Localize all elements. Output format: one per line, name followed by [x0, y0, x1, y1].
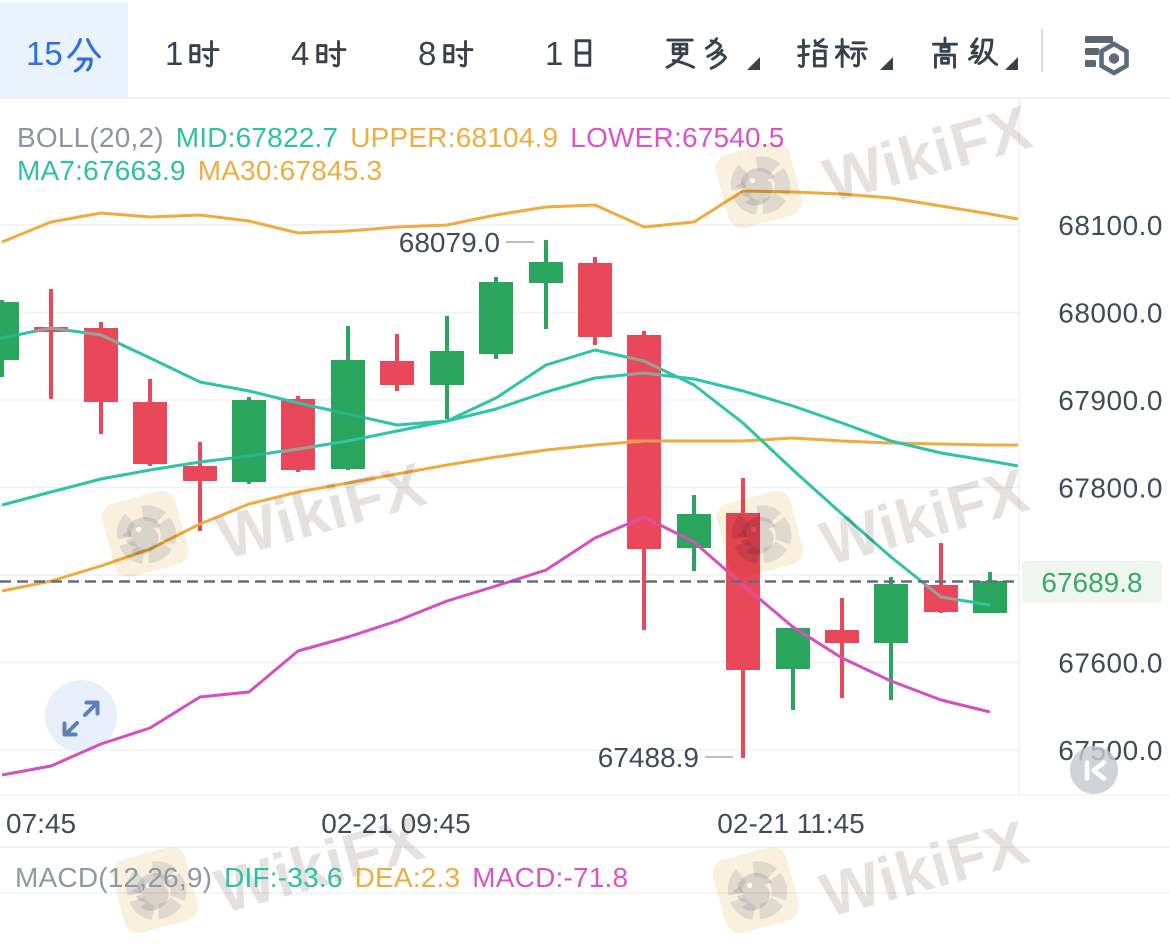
svg-text:67600.0: 67600.0 — [1058, 648, 1163, 679]
svg-text:68079.0: 68079.0 — [399, 227, 500, 258]
svg-text:02-21 09:45: 02-21 09:45 — [321, 808, 470, 839]
svg-text:68000.0: 68000.0 — [1058, 298, 1163, 329]
svg-text:8: 8 — [418, 35, 436, 72]
svg-text:67900.0: 67900.0 — [1058, 385, 1163, 416]
svg-text:07:45: 07:45 — [6, 808, 76, 839]
svg-text:1: 1 — [545, 35, 563, 72]
svg-text:68100.0: 68100.0 — [1058, 210, 1163, 241]
svg-text:67689.8: 67689.8 — [1041, 567, 1142, 598]
svg-text:4: 4 — [291, 35, 309, 72]
svg-text:67488.9: 67488.9 — [598, 742, 699, 773]
svg-text:02-21 11:45: 02-21 11:45 — [717, 808, 864, 839]
svg-text:15: 15 — [26, 35, 63, 72]
svg-text:67800.0: 67800.0 — [1058, 473, 1163, 504]
svg-text:1: 1 — [165, 35, 183, 72]
